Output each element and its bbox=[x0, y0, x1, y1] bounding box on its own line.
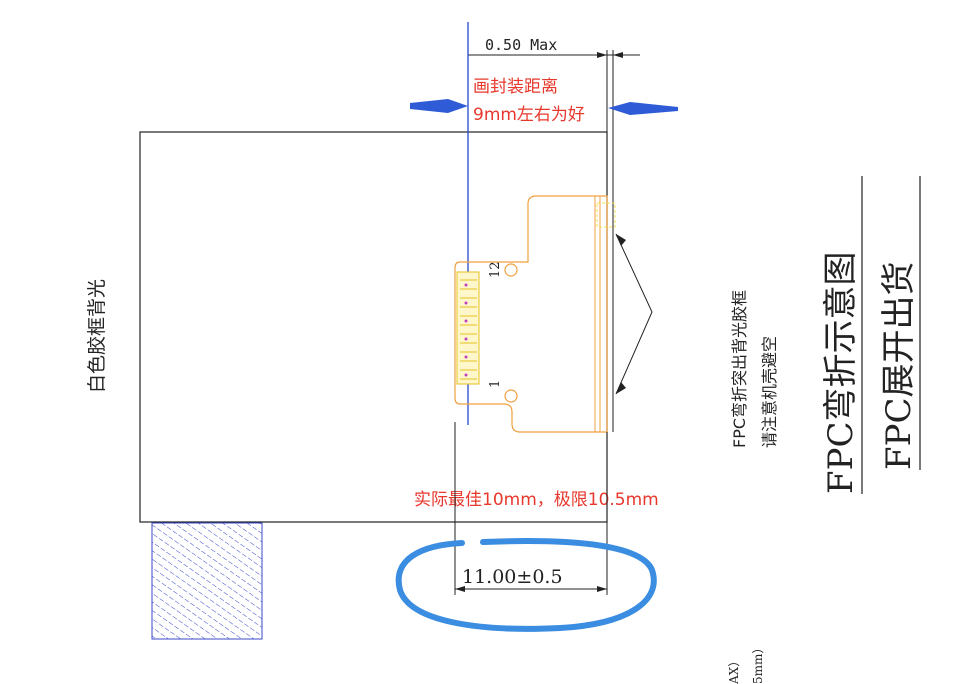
hatched-region bbox=[151, 522, 263, 640]
highlight-circle bbox=[395, 538, 657, 632]
title-flat: FPC展开出货 bbox=[879, 262, 919, 470]
pin-label-12: 12 bbox=[488, 261, 503, 278]
cut-text-2: 5mm） bbox=[751, 642, 765, 684]
title-bend: FPC弯折示意图 bbox=[821, 252, 861, 494]
backlight-label: 白色胶框背光 bbox=[86, 279, 108, 393]
best-fit-note: 实际最佳10mm，极限10.5mm bbox=[414, 490, 659, 510]
right-arrow-icon bbox=[608, 102, 678, 115]
cut-text-1: AX） bbox=[727, 655, 741, 684]
fpc-note-2: 请注意机壳避空 bbox=[760, 336, 779, 448]
left-arrow-icon bbox=[410, 99, 468, 113]
fpc-note-1: FPC弯折突出背光胶框 bbox=[730, 290, 749, 448]
max-gap-label: 0.50 Max bbox=[485, 36, 557, 54]
distance-note-1: 画封装距离 bbox=[473, 77, 558, 97]
fpc-length-label: 11.00±0.5 bbox=[462, 566, 563, 588]
connector-pins bbox=[456, 271, 480, 385]
fpc-outline bbox=[454, 195, 608, 433]
backlight-outline bbox=[139, 131, 608, 523]
distance-note-2: 9mm左右为好 bbox=[473, 105, 585, 125]
pin-label-1: 1 bbox=[488, 380, 503, 388]
